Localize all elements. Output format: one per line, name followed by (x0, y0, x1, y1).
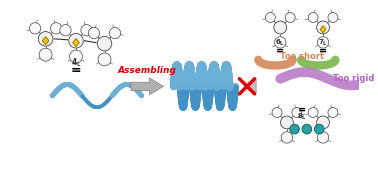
Circle shape (281, 132, 293, 143)
Circle shape (69, 33, 83, 48)
Circle shape (265, 12, 275, 23)
Circle shape (328, 12, 338, 23)
Polygon shape (320, 26, 326, 33)
Circle shape (328, 108, 338, 118)
Text: $\mathbf{8_{L}}$: $\mathbf{8_{L}}$ (297, 112, 307, 122)
Text: =: = (319, 45, 327, 55)
Text: =: = (276, 45, 284, 55)
Text: =: = (298, 105, 306, 115)
Circle shape (317, 116, 330, 129)
Circle shape (274, 21, 287, 34)
Circle shape (70, 50, 82, 63)
Circle shape (39, 48, 52, 61)
Circle shape (274, 37, 286, 48)
Polygon shape (73, 39, 79, 47)
Circle shape (280, 116, 293, 129)
Text: $\mathbf{4_{L}}$: $\mathbf{4_{L}}$ (71, 56, 81, 69)
Text: Too short: Too short (280, 52, 324, 61)
Circle shape (285, 12, 295, 23)
Circle shape (308, 12, 318, 23)
Circle shape (308, 108, 318, 118)
Circle shape (314, 124, 324, 134)
Circle shape (98, 53, 111, 66)
Polygon shape (42, 37, 49, 45)
Circle shape (97, 36, 112, 51)
Circle shape (81, 25, 92, 36)
Circle shape (109, 27, 121, 39)
Circle shape (272, 108, 282, 118)
Circle shape (317, 132, 329, 143)
Circle shape (292, 108, 302, 118)
Text: $\mathbf{7_{L}}$: $\mathbf{7_{L}}$ (318, 38, 328, 48)
Circle shape (60, 25, 71, 36)
Circle shape (88, 27, 100, 39)
Circle shape (51, 23, 62, 34)
Text: Too rigid: Too rigid (333, 74, 374, 83)
Circle shape (317, 21, 330, 34)
Text: Assembling: Assembling (118, 66, 177, 75)
Circle shape (302, 124, 311, 134)
Circle shape (290, 124, 299, 134)
Text: $\mathbf{6_{L}}$: $\mathbf{6_{L}}$ (275, 38, 285, 48)
FancyArrowPatch shape (245, 79, 256, 93)
Circle shape (317, 37, 329, 48)
Text: =: = (71, 64, 81, 77)
Circle shape (38, 32, 53, 46)
FancyArrowPatch shape (131, 78, 163, 95)
Circle shape (29, 23, 41, 34)
